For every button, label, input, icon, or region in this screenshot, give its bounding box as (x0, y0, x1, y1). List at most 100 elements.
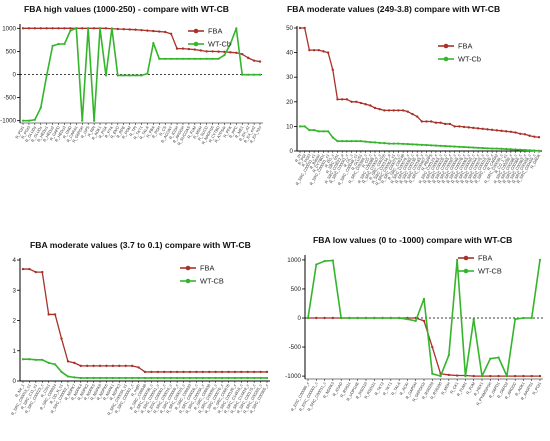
x-tick-label: R_FBA (145, 125, 156, 139)
data-point (500, 129, 503, 133)
data-point (158, 57, 161, 60)
data-point (21, 358, 25, 361)
data-point (81, 27, 84, 30)
data-point (110, 27, 113, 30)
data-point (537, 136, 541, 139)
data-point (447, 354, 450, 357)
data-point (205, 57, 208, 60)
data-point (41, 358, 44, 361)
x-tick-label: R_GPS (80, 125, 91, 139)
data-point (495, 147, 498, 150)
data-point (523, 133, 527, 136)
x-tick-label: R_TKT2 (373, 381, 385, 396)
data-point (182, 376, 185, 380)
data-point (220, 376, 224, 380)
legend-swatch-marker (443, 56, 449, 62)
data-point (490, 128, 494, 132)
x-tick-label: R_FUM (186, 125, 197, 139)
x-tick-label: R_TALA (138, 125, 150, 140)
data-point (176, 376, 179, 380)
data-point (356, 316, 359, 320)
data-point (497, 374, 500, 378)
data-point (378, 107, 381, 111)
y-tick-label: 500 (291, 286, 302, 293)
x-tick-label: R_ICDH (168, 125, 180, 140)
data-point (331, 316, 335, 320)
y-tick-label: -1000 (285, 373, 301, 380)
data-point (462, 145, 466, 149)
chart-svg-0: FBA high values (1000-250) - compare wit… (0, 4, 263, 146)
data-point (472, 146, 475, 149)
data-point (51, 27, 54, 30)
x-tick-label: R_PGI (297, 153, 307, 166)
legend-label: FBA (478, 254, 492, 263)
data-point (500, 147, 503, 150)
x-tick-label: R_GND (62, 125, 73, 139)
data-point (315, 263, 318, 266)
data-point (472, 318, 475, 321)
data-point (397, 109, 400, 112)
data-point (156, 376, 159, 380)
data-point (134, 74, 137, 77)
data-point (389, 316, 392, 320)
x-tick-label: R_PYK (103, 125, 114, 139)
data-point (164, 30, 167, 34)
data-point (415, 115, 419, 118)
y-tick-label: -500 (4, 95, 17, 102)
data-point (528, 134, 531, 137)
data-point (143, 376, 147, 380)
data-point (486, 147, 489, 150)
data-point (170, 57, 173, 60)
data-point (345, 140, 348, 143)
x-tick-label: R_TKT1 (382, 381, 394, 396)
data-point (169, 32, 173, 36)
data-point (387, 142, 391, 145)
data-point (533, 149, 536, 152)
data-point (308, 48, 311, 52)
y-tick-label: -500 (289, 344, 302, 351)
chart-svg-2: FBA moderate values (3.7 to 0.1) compare… (10, 240, 270, 416)
data-point (401, 109, 405, 112)
x-tick-label: R_PGI3 (20, 125, 31, 139)
x-tick-label: R_GL_c (342, 153, 353, 168)
data-point (92, 364, 95, 368)
data-point (188, 370, 192, 374)
data-point (128, 74, 131, 77)
data-point (364, 316, 368, 320)
chart-svg-3: FBA low values (0 to -1000) compare with… (285, 235, 543, 412)
data-point (398, 316, 401, 320)
x-tick-label: R_PFK (222, 125, 233, 139)
data-point (60, 370, 63, 374)
data-point (51, 44, 54, 47)
data-point (444, 144, 447, 148)
data-point (252, 73, 256, 76)
data-point (87, 27, 90, 30)
data-point (533, 135, 536, 138)
data-point (146, 72, 149, 75)
data-point (467, 126, 470, 129)
chart-title: FBA high values (1000-250) - compare wit… (24, 4, 229, 14)
data-point (34, 270, 38, 274)
data-point (137, 366, 140, 369)
data-point (489, 374, 492, 378)
data-point (111, 364, 115, 368)
data-point (258, 73, 262, 76)
data-point (33, 27, 37, 30)
data-point (214, 376, 217, 380)
data-point (116, 74, 119, 77)
data-point (364, 103, 367, 106)
x-tick-label: R_TPI (128, 125, 138, 137)
data-point (406, 110, 409, 113)
chart-panel-high: FBA high values (1000-250) - compare wit… (0, 0, 275, 220)
data-point (467, 146, 470, 149)
y-tick-label: 50 (286, 25, 293, 32)
data-point (105, 376, 108, 380)
data-point (163, 370, 166, 374)
data-point (73, 376, 76, 379)
y-tick-label: 1000 (2, 25, 16, 32)
data-point (519, 148, 522, 151)
data-point (217, 57, 220, 60)
data-point (57, 42, 60, 46)
data-point (131, 376, 134, 380)
data-point (201, 370, 204, 374)
